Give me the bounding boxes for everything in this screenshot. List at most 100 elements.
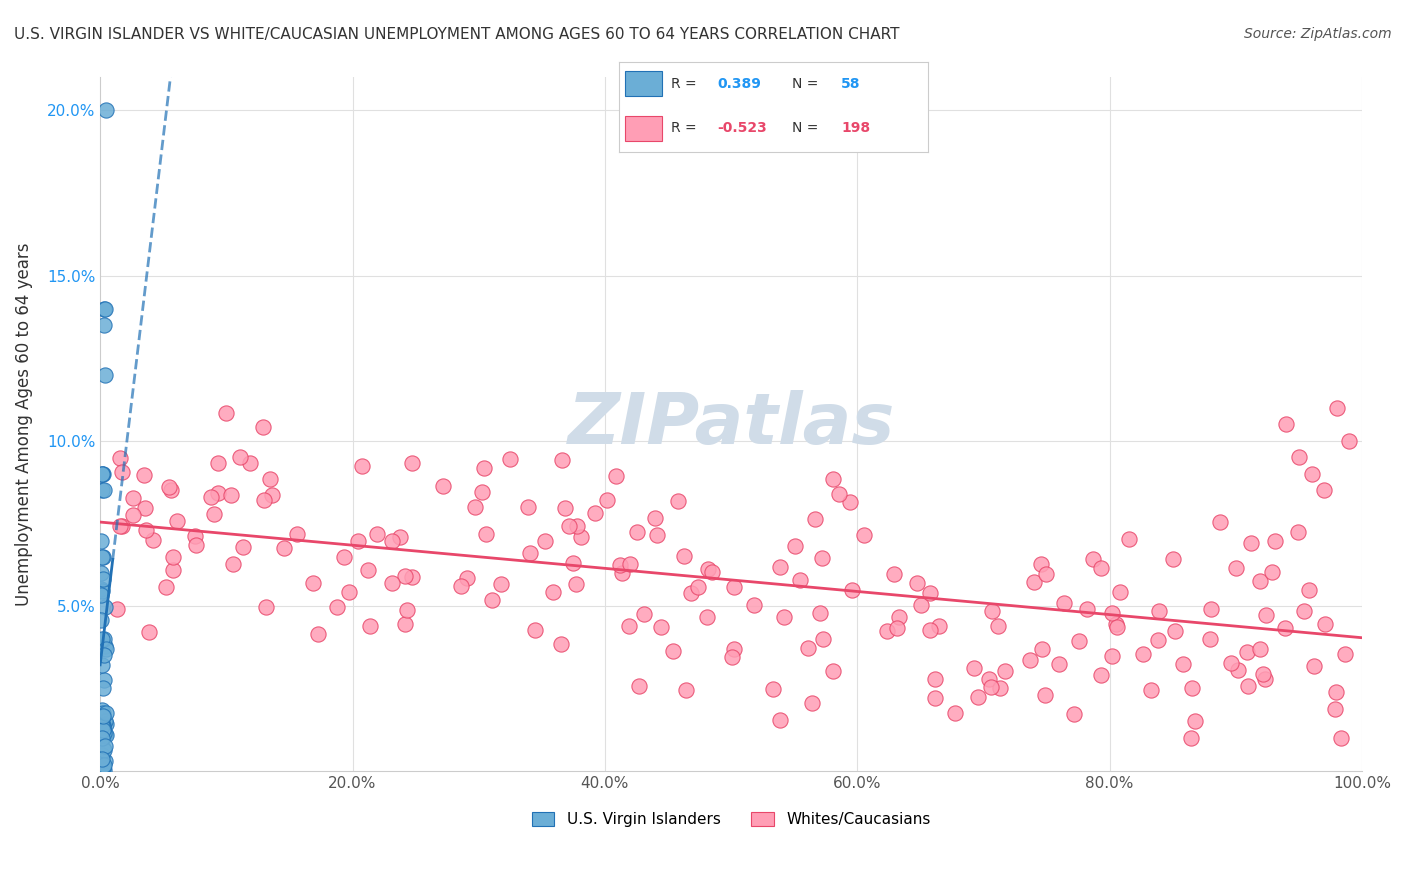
Whites/Caucasians xyxy=(232,540,254,554)
U.S. Virgin Islanders xyxy=(93,714,115,728)
U.S. Virgin Islanders xyxy=(93,758,115,772)
Whites/Caucasians xyxy=(254,599,277,614)
Whites/Caucasians xyxy=(474,460,496,475)
U.S. Virgin Islanders xyxy=(93,648,115,662)
Whites/Caucasians xyxy=(811,632,834,646)
Whites/Caucasians xyxy=(389,529,412,543)
U.S. Virgin Islanders xyxy=(89,566,111,580)
Whites/Caucasians xyxy=(1292,604,1315,618)
Whites/Caucasians xyxy=(381,533,404,548)
Whites/Caucasians xyxy=(1019,653,1042,667)
U.S. Virgin Islanders xyxy=(90,533,112,548)
Whites/Caucasians xyxy=(326,600,349,615)
Whites/Caucasians xyxy=(475,527,498,541)
Whites/Caucasians xyxy=(1237,679,1260,693)
Whites/Caucasians xyxy=(401,570,423,584)
Whites/Caucasians xyxy=(350,458,373,473)
U.S. Virgin Islanders xyxy=(94,301,117,316)
Whites/Caucasians xyxy=(720,649,742,664)
Whites/Caucasians xyxy=(1147,632,1170,647)
Whites/Caucasians xyxy=(1139,683,1161,698)
Whites/Caucasians xyxy=(789,573,811,587)
Text: 58: 58 xyxy=(841,77,860,91)
Whites/Caucasians xyxy=(337,585,360,599)
Whites/Caucasians xyxy=(876,624,898,638)
Whites/Caucasians xyxy=(134,501,156,516)
Whites/Caucasians xyxy=(887,610,910,624)
Whites/Caucasians xyxy=(1286,525,1309,540)
Bar xyxy=(624,116,662,141)
Whites/Caucasians xyxy=(910,598,932,612)
Whites/Caucasians xyxy=(645,528,668,542)
Whites/Caucasians xyxy=(121,491,143,505)
Whites/Caucasians xyxy=(644,510,666,524)
U.S. Virgin Islanders xyxy=(91,658,114,673)
Whites/Caucasians xyxy=(963,660,986,674)
U.S. Virgin Islanders xyxy=(91,584,114,599)
Bar xyxy=(624,71,662,96)
Whites/Caucasians xyxy=(1147,604,1170,618)
Whites/Caucasians xyxy=(1208,516,1230,530)
Whites/Caucasians xyxy=(928,619,950,633)
Whites/Caucasians xyxy=(1333,648,1355,662)
Text: ZIPatlas: ZIPatlas xyxy=(568,390,894,458)
Whites/Caucasians xyxy=(1101,649,1123,664)
U.S. Virgin Islanders xyxy=(93,318,115,333)
Whites/Caucasians xyxy=(1101,606,1123,620)
Whites/Caucasians xyxy=(1323,702,1346,716)
Whites/Caucasians xyxy=(159,479,181,493)
Whites/Caucasians xyxy=(1324,685,1347,699)
Whites/Caucasians xyxy=(1180,731,1202,746)
Whites/Caucasians xyxy=(668,494,690,508)
Whites/Caucasians xyxy=(432,479,454,493)
Whites/Caucasians xyxy=(920,586,942,600)
Whites/Caucasians xyxy=(1053,596,1076,610)
Whites/Caucasians xyxy=(1301,467,1323,481)
Whites/Caucasians xyxy=(886,621,908,635)
Whites/Caucasians xyxy=(396,603,419,617)
Whites/Caucasians xyxy=(980,680,1002,694)
Whites/Caucasians xyxy=(696,610,718,624)
U.S. Virgin Islanders xyxy=(91,718,114,732)
Whites/Caucasians xyxy=(200,491,222,505)
Whites/Caucasians xyxy=(524,623,547,637)
Whites/Caucasians xyxy=(801,696,824,710)
U.S. Virgin Islanders xyxy=(93,301,115,316)
U.S. Virgin Islanders xyxy=(93,743,115,757)
U.S. Virgin Islanders xyxy=(93,640,115,654)
Whites/Caucasians xyxy=(1067,633,1090,648)
Whites/Caucasians xyxy=(988,681,1011,695)
Whites/Caucasians xyxy=(499,451,522,466)
Whites/Caucasians xyxy=(1132,647,1154,661)
Whites/Caucasians xyxy=(1090,561,1112,575)
Whites/Caucasians xyxy=(1199,632,1222,646)
Whites/Caucasians xyxy=(1022,575,1045,590)
Whites/Caucasians xyxy=(1105,620,1128,634)
Whites/Caucasians xyxy=(808,606,831,620)
Whites/Caucasians xyxy=(1249,574,1271,588)
Whites/Caucasians xyxy=(1063,707,1085,722)
Whites/Caucasians xyxy=(214,406,236,420)
Whites/Caucasians xyxy=(142,533,165,547)
Whites/Caucasians xyxy=(662,644,685,658)
Whites/Caucasians xyxy=(1288,450,1310,465)
U.S. Virgin Islanders xyxy=(93,673,115,688)
Whites/Caucasians xyxy=(219,488,242,502)
Whites/Caucasians xyxy=(1181,681,1204,695)
Whites/Caucasians xyxy=(723,581,745,595)
U.S. Virgin Islanders xyxy=(90,731,112,745)
Whites/Caucasians xyxy=(783,540,806,554)
U.S. Virgin Islanders xyxy=(90,588,112,602)
U.S. Virgin Islanders xyxy=(91,751,114,765)
Whites/Caucasians xyxy=(979,673,1001,687)
Whites/Caucasians xyxy=(981,604,1004,618)
Whites/Caucasians xyxy=(489,577,512,591)
U.S. Virgin Islanders xyxy=(91,632,114,647)
U.S. Virgin Islanders xyxy=(93,549,115,564)
U.S. Virgin Islanders xyxy=(90,582,112,596)
U.S. Virgin Islanders xyxy=(96,716,118,731)
Whites/Caucasians xyxy=(823,472,845,486)
Whites/Caucasians xyxy=(681,585,703,599)
U.S. Virgin Islanders xyxy=(91,723,114,737)
Whites/Caucasians xyxy=(1236,645,1258,659)
